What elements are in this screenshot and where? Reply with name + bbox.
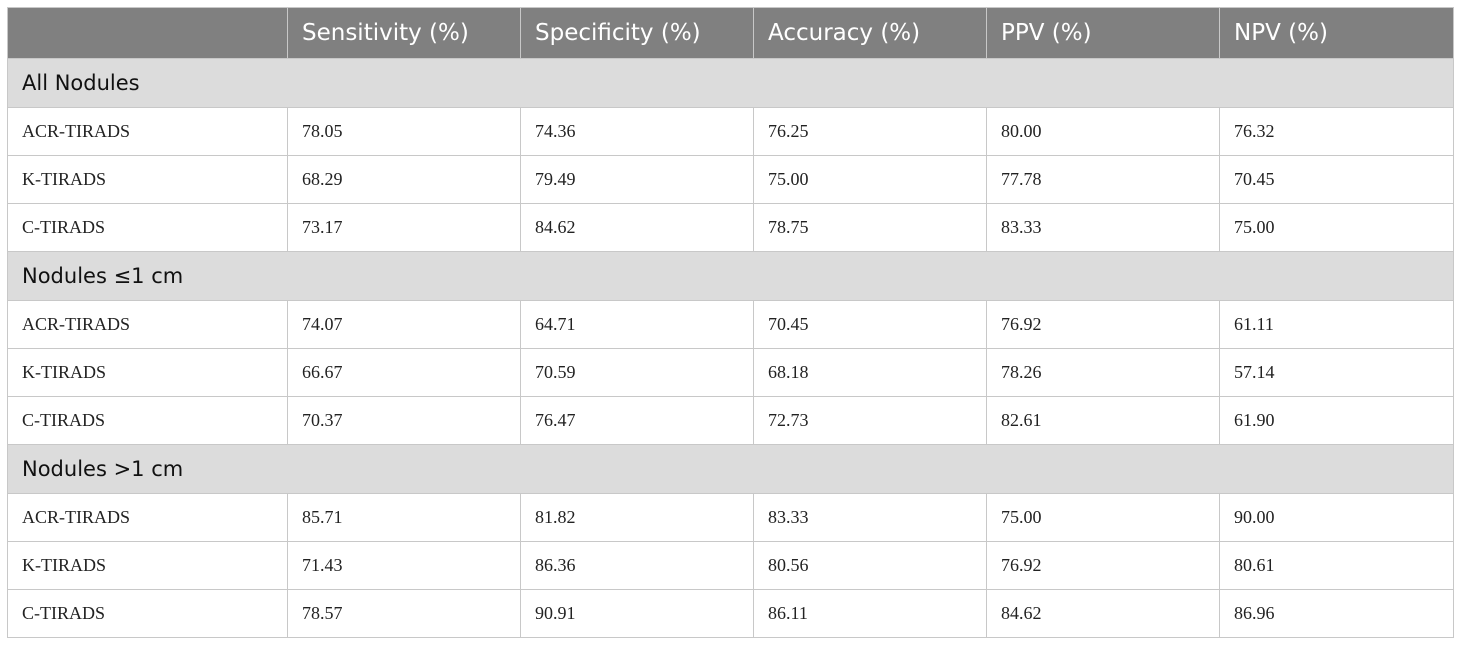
header-cell-npv: NPV (%): [1219, 7, 1454, 59]
value-cell: 84.62: [520, 203, 754, 252]
value-cell: 70.59: [520, 348, 754, 397]
method-cell: C-TIRADS: [7, 589, 288, 638]
value-cell: 81.82: [520, 493, 754, 542]
value-cell: 76.92: [986, 300, 1220, 349]
value-cell: 68.29: [287, 155, 521, 204]
value-cell: 90.00: [1219, 493, 1454, 542]
table-row: C-TIRADS 70.37 76.47 72.73 82.61 61.90: [7, 396, 1454, 445]
header-cell-empty: [7, 7, 288, 59]
group-label: All Nodules: [7, 58, 1454, 108]
value-cell: 61.90: [1219, 396, 1454, 445]
results-table: Sensitivity (%) Specificity (%) Accuracy…: [7, 7, 1454, 638]
group-row: All Nodules: [7, 58, 1454, 108]
value-cell: 68.18: [753, 348, 987, 397]
method-cell: ACR-TIRADS: [7, 300, 288, 349]
method-cell: C-TIRADS: [7, 203, 288, 252]
value-cell: 80.00: [986, 107, 1220, 156]
method-cell: K-TIRADS: [7, 348, 288, 397]
value-cell: 85.71: [287, 493, 521, 542]
value-cell: 78.57: [287, 589, 521, 638]
value-cell: 72.73: [753, 396, 987, 445]
value-cell: 80.61: [1219, 541, 1454, 590]
value-cell: 61.11: [1219, 300, 1454, 349]
group-row: Nodules ≤1 cm: [7, 251, 1454, 301]
value-cell: 86.11: [753, 589, 987, 638]
value-cell: 78.75: [753, 203, 987, 252]
table-row: K-TIRADS 71.43 86.36 80.56 76.92 80.61: [7, 541, 1454, 590]
value-cell: 83.33: [753, 493, 987, 542]
header-cell-ppv: PPV (%): [986, 7, 1220, 59]
method-cell: ACR-TIRADS: [7, 107, 288, 156]
value-cell: 86.96: [1219, 589, 1454, 638]
value-cell: 74.07: [287, 300, 521, 349]
value-cell: 84.62: [986, 589, 1220, 638]
header-cell-accuracy: Accuracy (%): [753, 7, 987, 59]
method-cell: K-TIRADS: [7, 155, 288, 204]
value-cell: 76.25: [753, 107, 987, 156]
value-cell: 90.91: [520, 589, 754, 638]
value-cell: 78.26: [986, 348, 1220, 397]
table-row: ACR-TIRADS 78.05 74.36 76.25 80.00 76.32: [7, 107, 1454, 156]
value-cell: 75.00: [986, 493, 1220, 542]
table-row: C-TIRADS 73.17 84.62 78.75 83.33 75.00: [7, 203, 1454, 252]
value-cell: 83.33: [986, 203, 1220, 252]
value-cell: 64.71: [520, 300, 754, 349]
table-body: All Nodules ACR-TIRADS 78.05 74.36 76.25 80.0…: [7, 58, 1454, 638]
value-cell: 66.67: [287, 348, 521, 397]
value-cell: 70.37: [287, 396, 521, 445]
group-label: Nodules >1 cm: [7, 444, 1454, 494]
value-cell: 77.78: [986, 155, 1220, 204]
header-cell-sensitivity: Sensitivity (%): [287, 7, 521, 59]
value-cell: 80.56: [753, 541, 987, 590]
value-cell: 57.14: [1219, 348, 1454, 397]
value-cell: 86.36: [520, 541, 754, 590]
method-cell: ACR-TIRADS: [7, 493, 288, 542]
value-cell: 79.49: [520, 155, 754, 204]
value-cell: 76.32: [1219, 107, 1454, 156]
table-row: ACR-TIRADS 85.71 81.82 83.33 75.00 90.00: [7, 493, 1454, 542]
group-label: Nodules ≤1 cm: [7, 251, 1454, 301]
value-cell: 76.47: [520, 396, 754, 445]
table-row: C-TIRADS 78.57 90.91 86.11 84.62 86.96: [7, 589, 1454, 638]
value-cell: 82.61: [986, 396, 1220, 445]
value-cell: 76.92: [986, 541, 1220, 590]
value-cell: 70.45: [1219, 155, 1454, 204]
table-row: ACR-TIRADS 74.07 64.71 70.45 76.92 61.11: [7, 300, 1454, 349]
value-cell: 75.00: [1219, 203, 1454, 252]
method-cell: K-TIRADS: [7, 541, 288, 590]
value-cell: 78.05: [287, 107, 521, 156]
value-cell: 73.17: [287, 203, 521, 252]
value-cell: 70.45: [753, 300, 987, 349]
table-row: K-TIRADS 68.29 79.49 75.00 77.78 70.45: [7, 155, 1454, 204]
group-row: Nodules >1 cm: [7, 444, 1454, 494]
value-cell: 71.43: [287, 541, 521, 590]
table-row: K-TIRADS 66.67 70.59 68.18 78.26 57.14: [7, 348, 1454, 397]
value-cell: 75.00: [753, 155, 987, 204]
value-cell: 74.36: [520, 107, 754, 156]
method-cell: C-TIRADS: [7, 396, 288, 445]
table-header-row: Sensitivity (%) Specificity (%) Accuracy…: [7, 7, 1454, 59]
header-cell-specificity: Specificity (%): [520, 7, 754, 59]
